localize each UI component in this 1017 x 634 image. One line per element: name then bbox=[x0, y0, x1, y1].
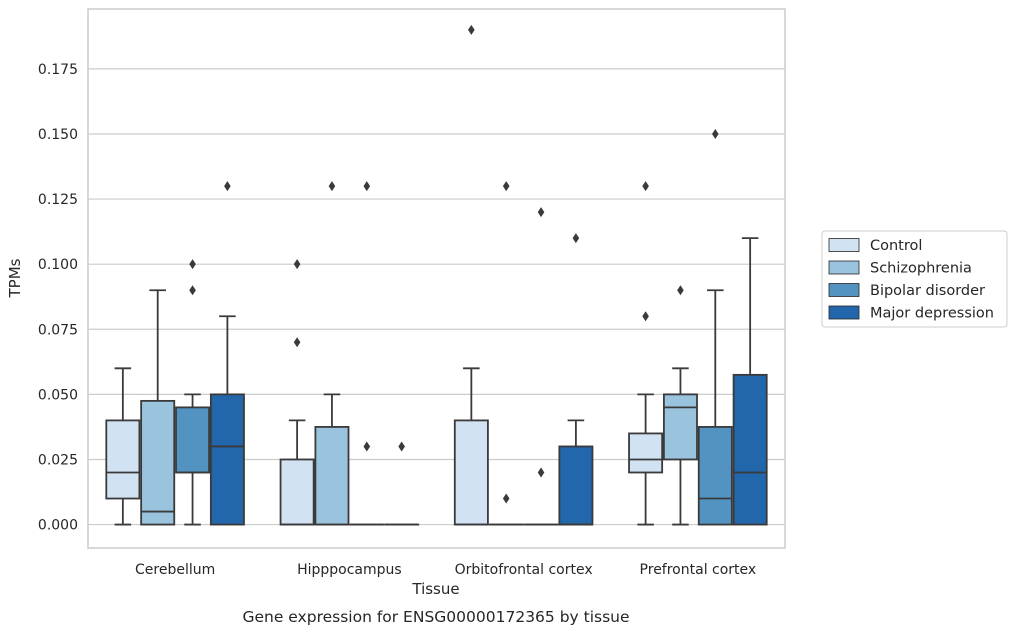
box-control bbox=[279, 259, 315, 526]
box-bipolar-disorder bbox=[175, 259, 211, 526]
y-tick-label: 0.150 bbox=[38, 127, 78, 143]
x-axis-label: Tissue bbox=[411, 580, 459, 598]
outlier-point bbox=[502, 181, 510, 192]
box-body bbox=[662, 393, 698, 461]
outlier-point bbox=[502, 493, 510, 504]
outlier-point bbox=[712, 128, 719, 139]
box-groups bbox=[105, 24, 768, 526]
outlier-point bbox=[642, 311, 649, 322]
y-tick-label: 0.075 bbox=[38, 322, 78, 338]
outlier-point bbox=[468, 24, 475, 35]
box-bipolar-disorder bbox=[523, 207, 559, 526]
box-body bbox=[175, 406, 211, 474]
outlier-point bbox=[398, 441, 405, 452]
legend: Control Schizophrenia Bipolar disorder Majo… bbox=[821, 230, 1008, 328]
box-major-depression bbox=[384, 441, 420, 526]
legend-item: Bipolar disorder bbox=[828, 283, 985, 299]
x-tick-label: Hipppocampus bbox=[297, 562, 402, 578]
outlier-point bbox=[293, 259, 301, 270]
outlier-point bbox=[293, 337, 301, 348]
box-body bbox=[209, 393, 245, 526]
box-control bbox=[105, 367, 141, 526]
box-body bbox=[453, 419, 489, 526]
y-tick-label: 0.175 bbox=[38, 62, 78, 78]
box-bipolar-disorder bbox=[697, 128, 733, 526]
outlier-point bbox=[189, 259, 196, 270]
chart-caption: Gene expression for ENSG00000172365 by t… bbox=[242, 608, 629, 626]
outlier-point bbox=[224, 181, 231, 192]
outlier-point bbox=[363, 441, 371, 452]
legend-label: Bipolar disorder bbox=[870, 283, 985, 299]
y-tick-label: 0.050 bbox=[38, 387, 78, 403]
legend-label: Control bbox=[870, 238, 922, 254]
box-bipolar-disorder bbox=[349, 181, 385, 526]
outlier-point bbox=[572, 233, 580, 244]
legend-swatch bbox=[828, 305, 860, 320]
y-tick-label: 0.000 bbox=[38, 518, 78, 534]
box-major-depression bbox=[732, 237, 768, 526]
y-tick-label: 0.125 bbox=[38, 192, 78, 208]
y-tick-label: 0.100 bbox=[38, 257, 78, 273]
legend-frame bbox=[821, 230, 1008, 328]
legend-items: Control Schizophrenia Bipolar disorder Majo… bbox=[828, 238, 994, 322]
box-body bbox=[140, 399, 176, 526]
outlier-point bbox=[189, 285, 196, 296]
legend-label: Schizophrenia bbox=[870, 261, 972, 277]
x-tick-label: Orbitofrontal cortex bbox=[455, 562, 593, 578]
legend-swatch bbox=[828, 260, 860, 275]
box-body bbox=[279, 458, 315, 526]
box-schizophrenia bbox=[140, 289, 176, 526]
box-body bbox=[697, 426, 733, 526]
y-axis-label: TPMs bbox=[6, 258, 24, 298]
box-body bbox=[105, 419, 141, 500]
box-body bbox=[314, 426, 350, 526]
box-control bbox=[453, 24, 489, 526]
x-tick-label: Prefrontal cortex bbox=[640, 562, 757, 578]
box-control bbox=[628, 181, 664, 526]
box-schizophrenia bbox=[314, 181, 350, 526]
plot-frame bbox=[87, 8, 786, 549]
outlier-point bbox=[363, 181, 371, 192]
box-schizophrenia bbox=[488, 181, 524, 526]
outlier-point bbox=[537, 207, 545, 218]
legend-item: Control bbox=[828, 238, 922, 254]
box-schizophrenia bbox=[662, 285, 698, 526]
box-major-depression bbox=[558, 233, 594, 526]
y-tick-labels: 0.000 0.025 0.050 0.075 0.100 0.125 0.150 0.175 bbox=[38, 62, 78, 534]
box-body bbox=[628, 432, 664, 474]
y-tick-label: 0.025 bbox=[38, 452, 78, 468]
box-body bbox=[558, 445, 594, 526]
outlier-point bbox=[328, 181, 336, 192]
legend-item: Schizophrenia bbox=[828, 260, 972, 277]
outlier-point bbox=[677, 285, 684, 296]
legend-label: Major depression bbox=[870, 306, 994, 322]
x-tick-labels: Cerebellum Hipppocampus Orbitofrontal cort… bbox=[135, 562, 756, 578]
outlier-point bbox=[642, 181, 649, 192]
legend-swatch bbox=[828, 283, 860, 297]
legend-item: Major depression bbox=[828, 305, 994, 322]
x-tick-label: Cerebellum bbox=[135, 562, 215, 578]
box-major-depression bbox=[209, 181, 245, 526]
outlier-point bbox=[537, 467, 545, 478]
legend-swatch bbox=[828, 238, 860, 252]
box-body bbox=[732, 373, 768, 526]
